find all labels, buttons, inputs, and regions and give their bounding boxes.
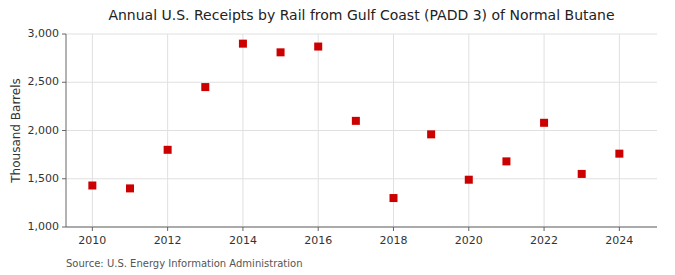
y-tick-label: 2,500	[28, 75, 60, 88]
x-grid-line	[468, 34, 469, 227]
x-grid-line	[318, 34, 319, 227]
y-grid-line	[66, 130, 657, 131]
point	[352, 117, 360, 125]
y-tick-mark	[62, 34, 66, 35]
point	[314, 43, 322, 51]
x-tick-mark	[544, 227, 545, 231]
x-tick-label: 2020	[455, 234, 483, 247]
x-grid-line	[242, 34, 243, 227]
x-tick-label: 2024	[605, 234, 633, 247]
point	[239, 40, 247, 48]
x-tick-mark	[393, 227, 394, 231]
x-axis-line	[66, 227, 657, 228]
x-tick-label: 2012	[154, 234, 182, 247]
y-tick-label: 1,500	[28, 172, 60, 185]
point	[389, 194, 397, 202]
x-tick-label: 2018	[379, 234, 407, 247]
point	[164, 146, 172, 154]
y-tick-mark	[62, 227, 66, 228]
tick-labels: 1,000 1,500 2,000 2,500 3,000 2010 2012 2014 201…	[28, 27, 634, 247]
x-tick-mark	[167, 227, 168, 231]
y-grid-line	[66, 34, 657, 35]
x-tick-label: 2010	[78, 234, 106, 247]
x-grid-line	[92, 34, 93, 227]
point	[201, 83, 209, 91]
y-tick-mark	[62, 82, 66, 83]
y-tick-label: 3,000	[28, 27, 60, 40]
x-grid-line	[619, 34, 620, 227]
x-tick-mark	[619, 227, 620, 231]
point	[578, 170, 586, 178]
chart-svg: 1,000 1,500 2,000 2,500 3,000 2010 2012 2014 201…	[0, 0, 675, 275]
x-tick-label: 2022	[530, 234, 558, 247]
x-tick-mark	[468, 227, 469, 231]
point	[277, 48, 285, 56]
y-tick-label: 1,000	[28, 220, 60, 233]
y-tick-mark	[62, 178, 66, 179]
x-tick-label: 2016	[304, 234, 332, 247]
background	[0, 0, 675, 275]
title: Annual U.S. Receipts by Rail from Gulf C…	[108, 7, 614, 23]
point	[465, 176, 473, 184]
x-tick-mark	[242, 227, 243, 231]
grid	[66, 34, 657, 227]
point	[502, 157, 510, 165]
y-tick-label: 2,000	[28, 124, 60, 137]
y-tick-mark	[62, 130, 66, 131]
source-note: Source: U.S. Energy Information Administ…	[66, 258, 303, 269]
chart-container: 1,000 1,500 2,000 2,500 3,000 2010 2012 2014 201…	[0, 0, 675, 275]
x-tick-mark	[318, 227, 319, 231]
point	[88, 182, 96, 190]
point	[615, 150, 623, 158]
point	[126, 184, 134, 192]
x-tick-label: 2014	[229, 234, 257, 247]
x-tick-mark	[92, 227, 93, 231]
y-axis-label: Thousand Barrels	[9, 78, 23, 183]
point	[427, 130, 435, 138]
points	[88, 40, 623, 202]
point	[540, 119, 548, 127]
y-grid-line	[66, 178, 657, 179]
y-grid-line	[66, 227, 657, 228]
x-grid-line	[167, 34, 168, 227]
y-grid-line	[66, 82, 657, 83]
x-grid-line	[544, 34, 545, 227]
